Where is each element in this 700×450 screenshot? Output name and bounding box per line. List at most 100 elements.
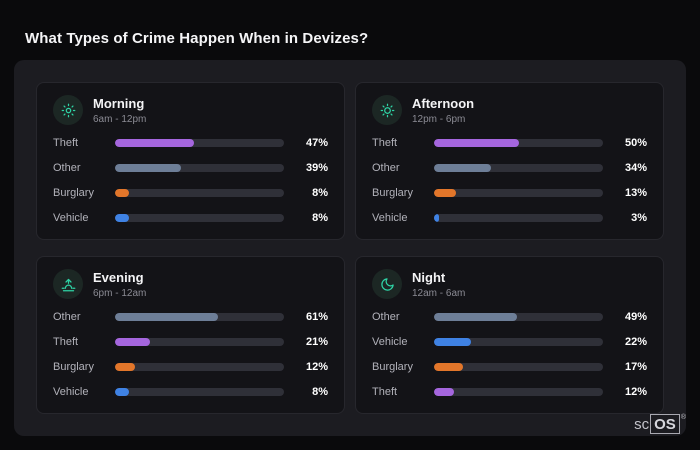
card-heading: Evening 6pm - 12am bbox=[93, 270, 146, 299]
registered-mark: ® bbox=[680, 414, 686, 421]
crime-bar-row: Other 49% bbox=[372, 311, 647, 323]
bar-track bbox=[434, 338, 603, 346]
crime-percent: 12% bbox=[624, 386, 647, 398]
crime-percent: 61% bbox=[305, 311, 328, 323]
crime-percent: 34% bbox=[624, 162, 647, 174]
crime-label: Theft bbox=[53, 336, 79, 348]
time-period-card-night: Night 12am - 6am Other 49% Vehicle 22% Burglar… bbox=[355, 256, 664, 414]
crime-percent: 3% bbox=[631, 212, 647, 224]
bar-fill bbox=[434, 313, 517, 321]
crime-bar-row: Vehicle 8% bbox=[53, 212, 328, 224]
crime-bar-row: Burglary 13% bbox=[372, 187, 647, 199]
crime-percent: 39% bbox=[305, 162, 328, 174]
brand-logo: sc OS ® bbox=[634, 414, 686, 434]
crime-percent: 12% bbox=[305, 361, 328, 373]
bar-list: Theft 47% Other 39% Burglary 8% Vehicle 8% bbox=[53, 137, 328, 224]
crime-bar-row: Theft 47% bbox=[53, 137, 328, 149]
card-title: Afternoon bbox=[412, 95, 475, 111]
crime-bar-row: Theft 50% bbox=[372, 137, 647, 149]
crime-label: Burglary bbox=[372, 187, 413, 199]
crime-percent: 49% bbox=[624, 311, 647, 323]
card-subtitle: 6am - 12pm bbox=[93, 113, 147, 125]
bar-fill bbox=[115, 313, 219, 321]
crime-percent: 8% bbox=[312, 187, 328, 199]
crime-percent: 50% bbox=[624, 137, 647, 149]
crime-label: Vehicle bbox=[372, 336, 408, 348]
crime-bar-row: Vehicle 22% bbox=[372, 336, 647, 348]
bar-fill bbox=[434, 214, 440, 222]
time-period-card-afternoon: Afternoon 12pm - 6pm Theft 50% Other 34% Burgl… bbox=[355, 82, 664, 240]
bar-track bbox=[434, 139, 603, 147]
time-period-card-morning: Morning 6am - 12pm Theft 47% Other 39% Burglar… bbox=[36, 82, 345, 240]
bar-fill bbox=[115, 388, 129, 396]
crime-label: Burglary bbox=[53, 187, 94, 199]
crime-label: Burglary bbox=[53, 361, 94, 373]
bar-track bbox=[434, 388, 603, 396]
crime-percent: 22% bbox=[624, 336, 647, 348]
bar-track bbox=[434, 363, 603, 371]
crime-label: Vehicle bbox=[372, 212, 408, 224]
crime-label: Theft bbox=[372, 386, 398, 398]
bar-track bbox=[115, 214, 284, 222]
crime-percent: 17% bbox=[624, 361, 647, 373]
time-period-grid: Morning 6am - 12pm Theft 47% Other 39% Burglar… bbox=[36, 82, 664, 414]
bar-fill bbox=[115, 139, 195, 147]
sun-icon bbox=[372, 95, 402, 125]
crime-label: Other bbox=[53, 162, 81, 174]
bar-track bbox=[115, 388, 284, 396]
card-header: Morning 6am - 12pm bbox=[53, 95, 328, 125]
crime-label: Theft bbox=[372, 137, 398, 149]
moon-icon bbox=[372, 269, 402, 299]
bar-track bbox=[115, 189, 284, 197]
crime-label: Vehicle bbox=[53, 386, 89, 398]
bar-track bbox=[434, 189, 603, 197]
crime-label: Vehicle bbox=[53, 212, 89, 224]
crime-bar-row: Vehicle 3% bbox=[372, 212, 647, 224]
bar-fill bbox=[115, 214, 129, 222]
card-heading: Morning 6am - 12pm bbox=[93, 96, 146, 125]
crime-bar-row: Other 61% bbox=[53, 311, 328, 323]
bar-fill bbox=[434, 338, 472, 346]
bar-track bbox=[115, 139, 284, 147]
card-heading: Afternoon 12pm - 6pm bbox=[412, 96, 474, 125]
crime-label: Other bbox=[53, 311, 81, 323]
bar-track bbox=[434, 313, 603, 321]
card-subtitle: 6pm - 12am bbox=[93, 287, 147, 299]
brand-prefix: sc bbox=[634, 416, 650, 433]
bar-track bbox=[115, 313, 284, 321]
crime-label: Other bbox=[372, 162, 400, 174]
sunrise-icon bbox=[53, 269, 83, 299]
bar-track bbox=[434, 214, 603, 222]
crime-bar-row: Other 39% bbox=[53, 162, 328, 174]
time-period-card-evening: Evening 6pm - 12am Other 61% Theft 21% Burglar… bbox=[36, 256, 345, 414]
bar-track bbox=[115, 363, 284, 371]
crime-percent: 8% bbox=[312, 386, 328, 398]
brand-os: OS bbox=[650, 414, 680, 434]
card-title: Morning bbox=[93, 95, 145, 111]
card-title: Night bbox=[412, 269, 446, 285]
card-heading: Night 12am - 6am bbox=[412, 270, 465, 299]
crime-bar-row: Theft 12% bbox=[372, 386, 647, 398]
bar-fill bbox=[434, 164, 492, 172]
crime-label: Burglary bbox=[372, 361, 413, 373]
crime-bar-row: Burglary 8% bbox=[53, 187, 328, 199]
bar-track bbox=[115, 164, 284, 172]
crime-percent: 8% bbox=[312, 212, 328, 224]
card-subtitle: 12pm - 6pm bbox=[412, 113, 466, 125]
page-title: What Types of Crime Happen When in Deviz… bbox=[25, 30, 369, 48]
bar-fill bbox=[434, 139, 519, 147]
crime-percent: 13% bbox=[624, 187, 647, 199]
crime-by-time-panel: Morning 6am - 12pm Theft 47% Other 39% Burglar… bbox=[14, 60, 686, 436]
bar-fill bbox=[434, 363, 463, 371]
card-header: Evening 6pm - 12am bbox=[53, 269, 328, 299]
bar-list: Other 49% Vehicle 22% Burglary 17% Theft 12% bbox=[372, 311, 647, 398]
crime-bar-row: Burglary 12% bbox=[53, 361, 328, 373]
bar-fill bbox=[434, 388, 455, 396]
crime-label: Other bbox=[372, 311, 400, 323]
card-subtitle: 12am - 6am bbox=[412, 287, 466, 299]
sun-rays-icon bbox=[53, 95, 83, 125]
crime-bar-row: Other 34% bbox=[372, 162, 647, 174]
card-header: Night 12am - 6am bbox=[372, 269, 647, 299]
bar-track bbox=[115, 338, 284, 346]
